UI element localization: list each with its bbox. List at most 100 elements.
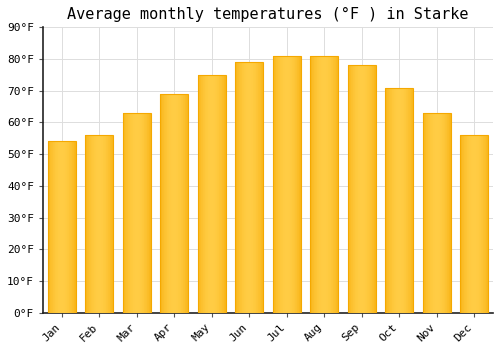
Bar	[394, 88, 395, 313]
Bar	[370, 65, 371, 313]
Bar	[276, 56, 277, 313]
Bar	[51, 141, 52, 313]
Bar	[295, 56, 296, 313]
Bar	[92, 135, 93, 313]
Bar	[450, 113, 451, 313]
Bar	[54, 141, 56, 313]
Bar	[442, 113, 443, 313]
Bar	[385, 88, 386, 313]
Bar	[321, 56, 322, 313]
Bar	[248, 62, 250, 313]
Bar	[255, 62, 256, 313]
Bar	[405, 88, 406, 313]
Bar	[170, 94, 172, 313]
Bar	[63, 141, 64, 313]
Bar	[112, 135, 114, 313]
Bar	[261, 62, 262, 313]
Bar	[393, 88, 394, 313]
Bar	[144, 113, 145, 313]
Bar	[478, 135, 479, 313]
Bar	[216, 75, 218, 313]
Bar	[349, 65, 350, 313]
Bar	[422, 113, 424, 313]
Bar	[358, 65, 359, 313]
Bar	[325, 56, 326, 313]
Bar	[164, 94, 165, 313]
Bar	[438, 113, 439, 313]
Bar	[198, 75, 226, 313]
Bar	[390, 88, 391, 313]
Bar	[213, 75, 214, 313]
Bar	[133, 113, 134, 313]
Bar	[122, 113, 151, 313]
Bar	[98, 135, 99, 313]
Bar	[487, 135, 488, 313]
Bar	[132, 113, 133, 313]
Bar	[366, 65, 368, 313]
Bar	[127, 113, 128, 313]
Bar	[90, 135, 91, 313]
Bar	[95, 135, 96, 313]
Bar	[71, 141, 72, 313]
Bar	[437, 113, 438, 313]
Bar	[289, 56, 290, 313]
Bar	[375, 65, 376, 313]
Bar	[106, 135, 107, 313]
Bar	[148, 113, 150, 313]
Bar	[241, 62, 242, 313]
Bar	[448, 113, 449, 313]
Bar	[201, 75, 202, 313]
Bar	[300, 56, 301, 313]
Bar	[474, 135, 475, 313]
Bar	[136, 113, 138, 313]
Bar	[408, 88, 409, 313]
Bar	[480, 135, 482, 313]
Bar	[360, 65, 361, 313]
Bar	[66, 141, 68, 313]
Bar	[348, 65, 349, 313]
Bar	[48, 141, 49, 313]
Bar	[351, 65, 352, 313]
Bar	[335, 56, 336, 313]
Bar	[395, 88, 396, 313]
Bar	[104, 135, 105, 313]
Bar	[129, 113, 130, 313]
Bar	[290, 56, 291, 313]
Bar	[284, 56, 286, 313]
Bar	[168, 94, 170, 313]
Bar	[468, 135, 469, 313]
Bar	[320, 56, 321, 313]
Bar	[323, 56, 324, 313]
Bar	[85, 135, 86, 313]
Bar	[486, 135, 487, 313]
Bar	[260, 62, 261, 313]
Bar	[364, 65, 366, 313]
Bar	[143, 113, 144, 313]
Bar	[85, 135, 114, 313]
Bar	[411, 88, 412, 313]
Bar	[404, 88, 405, 313]
Bar	[313, 56, 314, 313]
Bar	[392, 88, 393, 313]
Bar	[140, 113, 141, 313]
Bar	[247, 62, 248, 313]
Bar	[72, 141, 73, 313]
Bar	[463, 135, 464, 313]
Bar	[332, 56, 334, 313]
Bar	[210, 75, 211, 313]
Bar	[432, 113, 434, 313]
Bar	[244, 62, 245, 313]
Bar	[324, 56, 325, 313]
Bar	[97, 135, 98, 313]
Bar	[131, 113, 132, 313]
Bar	[49, 141, 50, 313]
Bar	[141, 113, 142, 313]
Bar	[444, 113, 445, 313]
Bar	[407, 88, 408, 313]
Bar	[74, 141, 75, 313]
Bar	[336, 56, 337, 313]
Bar	[386, 88, 388, 313]
Bar	[52, 141, 54, 313]
Bar	[125, 113, 126, 313]
Bar	[150, 113, 151, 313]
